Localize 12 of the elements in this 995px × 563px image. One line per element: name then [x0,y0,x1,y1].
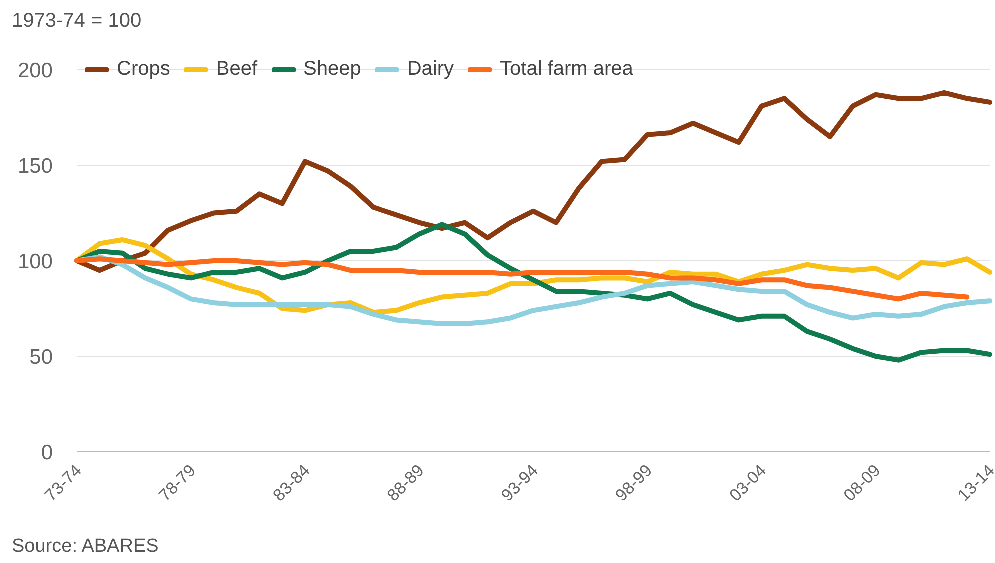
legend-label: Dairy [406,58,454,81]
legend-label: Beef [215,58,258,81]
legend-label: Total farm area [499,58,634,81]
y-tick-label: 100 [18,250,53,274]
y-tick-label: 50 [30,346,53,369]
y-tick-label: 150 [18,154,53,178]
legend-label: Sheep [302,58,362,81]
legend-label: Crops [116,58,170,81]
y-axis-title: 1973-74 = 100 [12,10,142,33]
y-tick-label: 200 [18,59,53,82]
source-note: Source: ABARES [12,536,159,558]
y-tick-label: 0 [41,441,53,464]
